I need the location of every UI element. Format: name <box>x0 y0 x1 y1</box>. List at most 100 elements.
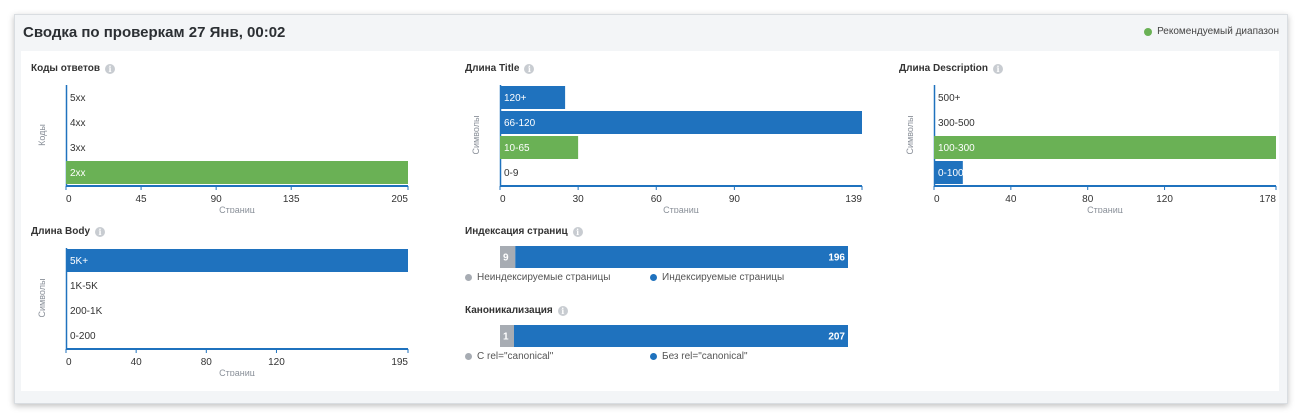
y-axis-label: Символы <box>905 116 915 155</box>
category-label: 5xx <box>70 93 86 104</box>
info-icon[interactable]: i <box>572 226 583 237</box>
x-tick-label: 30 <box>573 194 585 205</box>
category-label: 5K+ <box>70 256 88 267</box>
category-label: 0-9 <box>504 168 519 179</box>
bar-chart-svg: Символы 5K+ 1K-5K 200-1K 0-200 0 40 80 120 195 Стр… <box>37 248 409 378</box>
chart-canonical: Каноникализация i 1 207 С rel="canonical" … <box>465 305 865 375</box>
chart-response-codes: Коды ответов i Коды 5xx 4xx 3xx 2xx 0 45 90 135 20… <box>31 63 411 215</box>
x-tick-label: 90 <box>729 194 741 205</box>
category-label: 0-200 <box>70 331 96 342</box>
chart-title: Длина Title <box>465 63 520 74</box>
x-tick-label: 90 <box>211 194 223 205</box>
x-tick-label: 205 <box>391 194 408 205</box>
x-axis-label: Страниц <box>663 205 699 213</box>
gray-dot-icon <box>465 353 472 360</box>
recommended-range-legend: Рекомендуемый диапазон <box>1144 26 1279 37</box>
info-icon[interactable]: i <box>524 63 535 74</box>
category-label: 300-500 <box>938 118 975 129</box>
bar-chart-svg: Символы 120+ 66-120 10-65 0-9 0 30 60 90 139 Стран… <box>471 85 863 215</box>
legend-item[interactable]: Неиндексируемые страницы <box>465 272 650 283</box>
canonical-legend: С rel="canonical" Без rel="canonical" <box>465 351 748 362</box>
category-label: 500+ <box>938 93 961 104</box>
y-axis-label: Символы <box>37 279 47 318</box>
x-axis-label: Страниц <box>219 205 255 213</box>
page-title: Сводка по проверкам 27 Янв, 00:02 <box>23 24 286 41</box>
category-label: 200-1K <box>70 306 103 317</box>
legend-label: Без rel="canonical" <box>662 351 748 362</box>
legend-item[interactable]: Без rel="canonical" <box>650 351 748 362</box>
info-icon[interactable]: i <box>95 226 106 237</box>
category-label: 1K-5K <box>70 281 98 292</box>
bar-120+ <box>500 86 566 109</box>
indexing-legend: Неиндексируемые страницы Индексируемые с… <box>465 272 784 283</box>
x-tick-label: 0 <box>934 194 940 205</box>
x-tick-label: 178 <box>1259 194 1276 205</box>
x-tick-label: 0 <box>66 357 72 368</box>
category-label: 0-100 <box>938 168 964 179</box>
chart-body-length: Длина Body i Символы 5K+ 1K-5K 200-1K 0-200 0 4… <box>31 226 411 378</box>
chart-indexing: Индексация страниц i 9 196 Неиндексируемые… <box>465 226 865 296</box>
x-axis-label: Страниц <box>1087 205 1123 213</box>
bar-100-300 <box>934 136 1276 159</box>
info-icon[interactable]: i <box>993 63 1004 74</box>
y-axis-label: Коды <box>37 124 47 146</box>
category-label: 3xx <box>70 143 86 154</box>
charts-area: Коды ответов i Коды 5xx 4xx 3xx 2xx 0 45 90 135 20… <box>21 51 1279 391</box>
segment-value-label: 1 <box>503 332 509 343</box>
y-axis-label: Символы <box>471 116 481 155</box>
x-tick-label: 0 <box>500 194 506 205</box>
x-tick-label: 135 <box>283 194 300 205</box>
chart-title: Коды ответов <box>31 63 100 74</box>
category-label: 4xx <box>70 118 86 129</box>
segment-value-label: 207 <box>828 332 845 343</box>
chart-title-length: Длина Title i Символы 120+ 66-120 10-65 0-9 0 3… <box>465 63 865 215</box>
x-tick-label: 139 <box>845 194 862 205</box>
bar-66-120 <box>500 111 862 134</box>
legend-label: С rel="canonical" <box>477 351 554 362</box>
category-label: 2xx <box>70 168 86 179</box>
x-tick-label: 40 <box>1005 194 1017 205</box>
gray-dot-icon <box>465 274 472 281</box>
bar-segment <box>500 246 516 268</box>
bar-chart-svg: Коды 5xx 4xx 3xx 2xx 0 45 90 135 205 Страниц <box>37 85 409 215</box>
legend-item[interactable]: С rel="canonical" <box>465 351 650 362</box>
blue-dot-icon <box>650 353 657 360</box>
stacked-bar-svg: 1 207 <box>500 325 848 347</box>
x-axis-label: Страниц <box>219 368 255 376</box>
stacked-bar-svg: 9 196 <box>500 246 848 268</box>
chart-title: Индексация страниц <box>465 226 568 237</box>
segment-value-label: 196 <box>828 253 845 264</box>
category-label: 66-120 <box>504 118 536 129</box>
category-label: 100-300 <box>938 143 975 154</box>
bar-segment <box>515 246 848 268</box>
chart-description-length: Длина Description i Символы 500+ 300-500 100… <box>899 63 1279 215</box>
x-tick-label: 60 <box>651 194 663 205</box>
summary-card: Сводка по проверкам 27 Янв, 00:02 Рекоме… <box>14 14 1288 404</box>
info-icon[interactable]: i <box>557 305 568 316</box>
x-tick-label: 120 <box>268 357 285 368</box>
bar-segment <box>514 325 848 347</box>
bar-segment <box>500 325 514 347</box>
segment-value-label: 9 <box>503 253 509 264</box>
bar-5K+ <box>66 249 408 272</box>
chart-title: Длина Body <box>31 226 91 237</box>
x-tick-label: 195 <box>391 357 408 368</box>
legend-item[interactable]: Индексируемые страницы <box>650 272 784 283</box>
x-tick-label: 120 <box>1156 194 1173 205</box>
blue-dot-icon <box>650 274 657 281</box>
info-icon[interactable]: i <box>104 63 115 74</box>
card-header: Сводка по проверкам 27 Янв, 00:02 Рекоме… <box>15 15 1287 51</box>
category-label: 120+ <box>504 93 527 104</box>
chart-title: Каноникализация <box>465 305 553 316</box>
legend-label: Неиндексируемые страницы <box>477 272 611 283</box>
x-tick-label: 80 <box>1082 194 1094 205</box>
x-tick-label: 45 <box>136 194 148 205</box>
legend-label: Индексируемые страницы <box>662 272 785 283</box>
bar-chart-svg: Символы 500+ 300-500 100-300 0-100 0 40 80 120 17… <box>905 85 1277 215</box>
bar-2xx <box>66 161 408 184</box>
x-tick-label: 40 <box>131 357 143 368</box>
category-label: 10-65 <box>504 143 530 154</box>
green-dot-icon <box>1144 27 1153 36</box>
chart-title: Длина Description <box>899 63 989 74</box>
x-tick-label: 80 <box>201 357 213 368</box>
